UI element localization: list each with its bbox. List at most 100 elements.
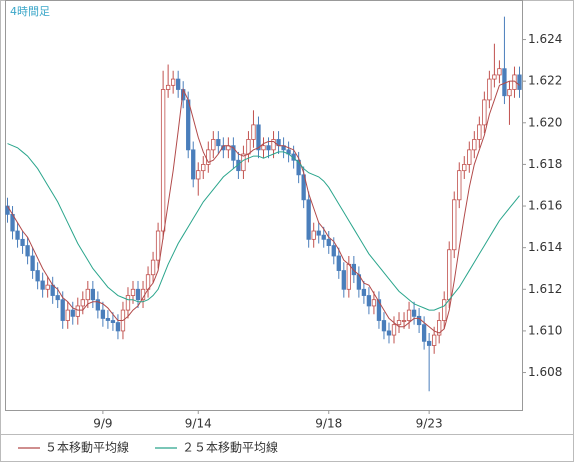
candle-body xyxy=(206,149,211,165)
y-tick-label: 1.610 xyxy=(528,323,562,337)
candle-body xyxy=(326,238,331,246)
candle-body xyxy=(100,309,106,319)
candle-body xyxy=(426,340,432,346)
y-tick-label: 1.612 xyxy=(528,282,562,296)
candle-body xyxy=(105,318,111,321)
candle-body xyxy=(90,288,95,301)
candle-body xyxy=(487,78,492,101)
candle-body xyxy=(125,295,131,311)
candle-body xyxy=(55,295,60,301)
candle-body xyxy=(15,230,20,240)
candle-body xyxy=(386,330,392,336)
y-tick-label: 1.616 xyxy=(528,199,562,213)
candle-body xyxy=(517,74,522,90)
x-tick-label: 9/23 xyxy=(416,417,443,431)
candle-body xyxy=(437,320,442,336)
candle-body xyxy=(150,259,156,276)
candle-body xyxy=(45,284,50,290)
candle-body xyxy=(477,124,482,140)
candle-body xyxy=(261,145,266,151)
candle-body xyxy=(115,322,121,332)
candle-body xyxy=(135,288,141,301)
candle-body xyxy=(396,320,402,326)
candle-body xyxy=(70,309,75,317)
candle-body xyxy=(467,149,472,165)
candle-body xyxy=(246,139,251,155)
candle-body xyxy=(216,139,221,147)
legend-label: ２５本移動平均線 xyxy=(182,440,278,455)
candle-body xyxy=(186,99,191,151)
y-tick-label: 1.622 xyxy=(528,74,562,88)
candle-body xyxy=(176,78,181,90)
candle-body xyxy=(411,309,417,317)
y-tick-label: 1.624 xyxy=(528,32,562,46)
moving-average-line xyxy=(7,80,520,334)
candle-body xyxy=(251,124,256,140)
plot-frame xyxy=(5,0,523,411)
candle-body xyxy=(316,230,321,236)
candle-body xyxy=(341,270,346,290)
candle-body xyxy=(371,299,377,307)
moving-average-line xyxy=(7,143,520,311)
candle-body xyxy=(211,139,216,151)
candle-body xyxy=(60,299,65,321)
y-tick-label: 1.614 xyxy=(528,240,562,254)
candle-body xyxy=(321,234,326,240)
candle-body xyxy=(20,238,25,246)
candle-body xyxy=(421,324,427,342)
candle-body xyxy=(75,305,80,317)
candle-body xyxy=(170,78,176,86)
candle-body xyxy=(406,309,412,321)
candle-body xyxy=(361,288,367,296)
candle-body xyxy=(331,245,336,257)
candle-body xyxy=(497,68,502,76)
candle-body xyxy=(311,230,316,240)
candle-body xyxy=(256,124,261,151)
candle-body xyxy=(80,299,85,307)
candle-body xyxy=(155,230,161,261)
candle-body xyxy=(231,145,236,161)
candle-body xyxy=(442,299,447,321)
candle-body xyxy=(336,255,341,271)
candle-body xyxy=(110,320,116,323)
legend-label: ５本移動平均線 xyxy=(45,440,129,455)
candle-body xyxy=(95,299,101,311)
candle-body xyxy=(507,89,512,97)
candle-body xyxy=(381,320,387,332)
y-tick-label: 1.620 xyxy=(528,115,562,129)
candle-body xyxy=(447,249,452,301)
x-tick-label: 9/9 xyxy=(93,417,112,431)
candle-body xyxy=(130,288,136,296)
candle-body xyxy=(416,315,422,326)
candle-body xyxy=(452,199,457,251)
candle-body xyxy=(432,334,437,346)
candle-body xyxy=(196,170,201,180)
candle-body xyxy=(271,139,276,151)
candle-body xyxy=(35,270,40,282)
candle-body xyxy=(30,255,35,271)
x-tick-label: 9/18 xyxy=(315,417,342,431)
y-tick-label: 1.608 xyxy=(528,365,562,379)
candle-body xyxy=(492,74,497,80)
candle-body xyxy=(160,89,166,232)
candle-body xyxy=(401,320,407,322)
y-tick-label: 1.618 xyxy=(528,157,562,171)
candle-body xyxy=(391,324,397,336)
candle-body xyxy=(165,84,171,90)
candle-body xyxy=(376,299,382,321)
candle-body xyxy=(482,99,487,126)
candle-body xyxy=(191,149,196,180)
chart-title: 4時間足 xyxy=(10,5,50,18)
candle-body xyxy=(296,159,301,176)
x-tick-label: 9/14 xyxy=(185,417,212,431)
candle-body xyxy=(306,199,311,240)
candle-body xyxy=(462,164,467,172)
candle-body xyxy=(346,263,351,290)
candle-body xyxy=(457,170,462,201)
candle-body xyxy=(472,139,477,151)
candle-body xyxy=(85,288,90,301)
candle-body xyxy=(201,164,206,172)
